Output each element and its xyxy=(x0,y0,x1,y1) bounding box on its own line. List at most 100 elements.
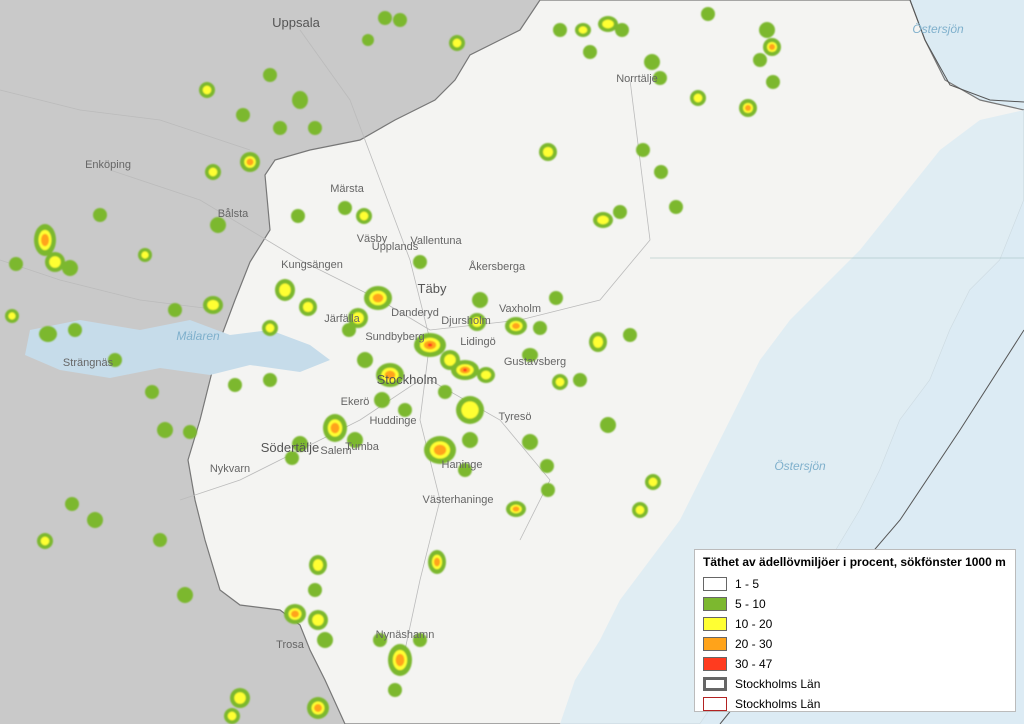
legend-item: Stockholms Län xyxy=(703,674,1007,694)
place-label: Gustavsberg xyxy=(504,356,566,368)
legend-label: 20 - 30 xyxy=(735,637,773,651)
density-patch xyxy=(9,257,23,271)
place-label: Västerhaninge xyxy=(423,494,494,506)
legend-label: 5 - 10 xyxy=(735,597,766,611)
density-patch xyxy=(285,451,299,465)
density-patch xyxy=(317,632,333,648)
density-patch xyxy=(292,436,308,452)
sea-boundary xyxy=(909,0,1024,103)
legend-swatch xyxy=(703,577,727,591)
density-patch xyxy=(613,205,627,219)
density-patch xyxy=(759,22,775,38)
density-patch xyxy=(153,533,167,547)
density-patch xyxy=(263,373,277,387)
place-label: Järfälla xyxy=(324,313,360,325)
place-label: Norrtälje xyxy=(616,73,658,85)
place-label: Märsta xyxy=(330,183,365,195)
density-patch xyxy=(744,104,752,112)
density-patch xyxy=(766,75,780,89)
density-patch xyxy=(433,444,447,456)
density-patch xyxy=(234,692,246,704)
place-label: Lidingö xyxy=(460,336,495,348)
legend-item: 30 - 47 xyxy=(703,654,1007,674)
legend-label: 10 - 20 xyxy=(735,617,773,631)
density-patch xyxy=(40,536,50,546)
density-patch xyxy=(228,378,242,392)
legend-item: Stockholms Län xyxy=(703,694,1007,714)
density-patch xyxy=(93,208,107,222)
density-patch xyxy=(512,506,520,512)
density-patch xyxy=(480,370,492,380)
place-label: Täby xyxy=(418,281,447,296)
density-patch xyxy=(444,354,456,366)
density-patch xyxy=(208,167,218,177)
place-label: Nykvarn xyxy=(210,463,250,475)
density-patch xyxy=(573,373,587,387)
density-patch xyxy=(635,505,645,515)
density-patch xyxy=(359,211,369,221)
density-patch xyxy=(463,368,467,372)
legend-title: Täthet av ädellövmiljöer i procent, sökf… xyxy=(703,555,1006,569)
density-patch xyxy=(458,463,472,477)
place-labels: Uppsala Enköping Bålsta Märsta Norrtälje Vall… xyxy=(63,15,964,651)
density-patch xyxy=(413,255,427,269)
density-patch xyxy=(246,158,254,166)
density-patch xyxy=(291,209,305,223)
density-patch xyxy=(452,38,462,48)
density-patch xyxy=(648,477,658,487)
density-patch xyxy=(522,434,538,450)
density-patch xyxy=(693,93,703,103)
density-patch xyxy=(65,497,79,511)
legend-item: 20 - 30 xyxy=(703,634,1007,654)
place-label: Huddinge xyxy=(369,415,416,427)
density-patch xyxy=(541,483,555,497)
density-patch xyxy=(461,401,479,419)
density-patch xyxy=(623,328,637,342)
density-patch xyxy=(183,425,197,439)
neighbour-land xyxy=(0,0,540,724)
density-patch xyxy=(374,392,390,408)
density-patch xyxy=(373,633,387,647)
density-patch xyxy=(384,370,396,380)
legend-label: Stockholms Län xyxy=(735,697,821,711)
density-patch xyxy=(615,23,629,37)
density-patch xyxy=(388,683,402,697)
density-patch xyxy=(108,353,122,367)
density-patch xyxy=(413,633,427,647)
density-blobs xyxy=(5,7,781,724)
density-patch xyxy=(427,343,433,347)
malaren-lake xyxy=(25,320,330,378)
density-patch xyxy=(542,146,554,158)
density-patch xyxy=(273,121,287,135)
density-patch xyxy=(210,217,226,233)
place-label: Åkersberga xyxy=(469,260,526,273)
density-patch xyxy=(472,292,488,308)
place-label: Upplands xyxy=(372,241,419,253)
density-patch xyxy=(462,432,478,448)
density-patch xyxy=(583,45,597,59)
density-patch xyxy=(39,326,57,342)
legend-swatch xyxy=(703,597,727,611)
density-patch xyxy=(522,348,538,362)
density-patch xyxy=(291,610,299,618)
density-patch xyxy=(378,11,392,25)
map-legend: Täthet av ädellövmiljöer i procent, sökf… xyxy=(694,549,1016,712)
density-patch xyxy=(279,283,291,297)
density-patch xyxy=(578,26,588,34)
density-patch xyxy=(654,165,668,179)
legend-item: 1 - 5 xyxy=(703,574,1007,594)
density-patch xyxy=(202,85,212,95)
density-patch xyxy=(701,7,715,21)
density-patch xyxy=(157,422,173,438)
density-patch xyxy=(653,71,667,85)
sea-label: Östersjön xyxy=(774,459,826,473)
place-label: Vaxholm xyxy=(499,303,541,315)
place-label: Nynäshamn xyxy=(376,629,435,641)
place-label: Kungsängen xyxy=(281,259,343,271)
density-patch xyxy=(512,322,520,330)
legend-swatch xyxy=(703,697,727,711)
density-patch xyxy=(553,23,567,37)
place-label: Väsby xyxy=(357,233,388,245)
density-patch xyxy=(263,68,277,82)
